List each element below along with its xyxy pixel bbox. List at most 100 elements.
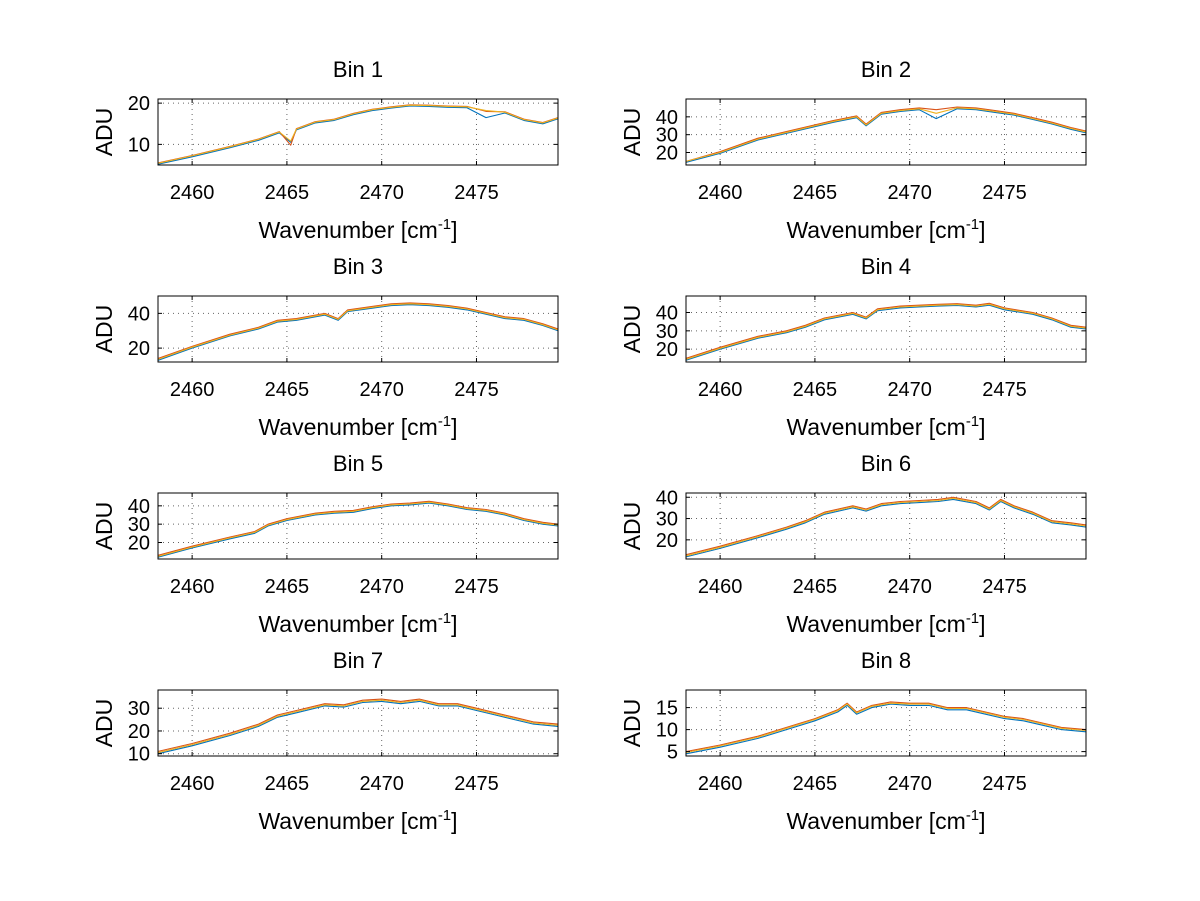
series-line-2 (686, 496, 1086, 556)
y-tick-label: 10 (128, 134, 150, 156)
axes-box (157, 492, 559, 560)
axes-box (685, 98, 1087, 166)
series-line-1 (158, 105, 558, 165)
y-tick-label: 20 (128, 338, 150, 360)
y-tick-label: 30 (656, 125, 678, 147)
y-tick-label: 40 (656, 487, 678, 509)
axes-box (685, 689, 1087, 757)
y-tick-label: 30 (128, 514, 150, 536)
series-line-2 (686, 701, 1086, 753)
x-tick-label: 2475 (982, 576, 1027, 598)
subplot-bin-3: 2460 2465 2470 2475 20 40 Bin 3 ADU Wavenumber [… (91, 254, 559, 440)
axes-box (685, 295, 1087, 363)
x-tick-label: 2475 (454, 576, 499, 598)
y-tick-label: 10 (656, 720, 678, 742)
y-tick-label: 15 (656, 698, 678, 720)
y-tick-label: 30 (656, 509, 678, 531)
series-line-1 (686, 703, 1086, 755)
y-tick-label: 40 (656, 303, 678, 325)
x-tick-label: 2470 (887, 182, 932, 204)
x-tick-label: 2465 (265, 576, 310, 598)
series-line-3 (686, 497, 1086, 557)
x-axis-label: Wavenumber [cm-1] (786, 216, 985, 243)
x-axis-label: Wavenumber [cm-1] (786, 610, 985, 637)
series-line-2 (686, 106, 1086, 162)
series-line-3 (158, 699, 558, 754)
subplot-title: Bin 1 (333, 57, 383, 82)
y-tick-label: 20 (128, 93, 150, 115)
x-tick-label: 2475 (982, 182, 1027, 204)
y-tick-label: 20 (128, 721, 150, 743)
subplot-title: Bin 6 (861, 451, 911, 476)
series-line-3 (686, 303, 1086, 360)
x-tick-label: 2460 (170, 379, 215, 401)
subplot-title: Bin 7 (333, 648, 383, 673)
x-tick-label: 2460 (698, 182, 743, 204)
series-line-1 (686, 498, 1086, 558)
x-tick-label: 2460 (698, 576, 743, 598)
series-line-1 (686, 108, 1086, 163)
y-tick-label: 30 (128, 698, 150, 720)
series-line-1 (686, 304, 1086, 361)
x-axis-label: Wavenumber [cm-1] (258, 216, 457, 243)
subplot-title: Bin 4 (861, 254, 911, 279)
y-tick-label: 20 (656, 339, 678, 361)
subplot-title: Bin 3 (333, 254, 383, 279)
x-tick-label: 2475 (982, 773, 1027, 795)
x-tick-label: 2465 (265, 773, 310, 795)
y-tick-label: 20 (656, 530, 678, 552)
series-line-2 (686, 302, 1086, 359)
axes-box (157, 689, 559, 757)
x-tick-label: 2475 (454, 379, 499, 401)
x-tick-label: 2465 (793, 182, 838, 204)
subplot-title: Bin 2 (861, 57, 911, 82)
x-tick-label: 2460 (170, 773, 215, 795)
subplot-title: Bin 5 (333, 451, 383, 476)
axes-box (157, 98, 559, 166)
x-tick-label: 2465 (265, 182, 310, 204)
y-tick-label: 20 (128, 533, 150, 555)
series-line-2 (158, 302, 558, 360)
x-axis-label: Wavenumber [cm-1] (258, 413, 457, 440)
axes-box (685, 492, 1087, 560)
y-axis-label: ADU (91, 108, 117, 157)
series-line-2 (158, 500, 558, 556)
x-tick-label: 2460 (170, 182, 215, 204)
x-tick-label: 2470 (887, 379, 932, 401)
x-tick-label: 2460 (698, 773, 743, 795)
series-line-1 (158, 502, 558, 558)
axes-box (157, 295, 559, 363)
x-tick-label: 2475 (454, 773, 499, 795)
x-axis-label: Wavenumber [cm-1] (786, 807, 985, 834)
x-tick-label: 2475 (454, 182, 499, 204)
x-tick-label: 2465 (793, 773, 838, 795)
x-tick-label: 2460 (170, 576, 215, 598)
series-line-3 (158, 303, 558, 360)
x-tick-label: 2470 (359, 182, 404, 204)
x-tick-label: 2465 (793, 576, 838, 598)
x-tick-label: 2470 (359, 773, 404, 795)
x-tick-label: 2465 (265, 379, 310, 401)
y-tick-label: 30 (656, 321, 678, 343)
x-tick-label: 2470 (887, 773, 932, 795)
series-line-3 (158, 501, 558, 557)
y-axis-label: ADU (91, 305, 117, 354)
y-tick-label: 5 (667, 742, 678, 764)
x-tick-label: 2470 (359, 379, 404, 401)
subplot-bin-1: 2460 2465 2470 2475 10 20 Bin 1 ADU Wavenumber [… (91, 57, 559, 243)
x-tick-label: 2475 (982, 379, 1027, 401)
y-axis-label: ADU (619, 305, 645, 354)
y-tick-label: 10 (128, 744, 150, 766)
y-tick-label: 40 (656, 107, 678, 129)
series-line-2 (158, 698, 558, 752)
y-axis-label: ADU (619, 108, 645, 157)
series-line-1 (158, 700, 558, 755)
x-axis-label: Wavenumber [cm-1] (258, 610, 457, 637)
y-axis-label: ADU (91, 502, 117, 551)
